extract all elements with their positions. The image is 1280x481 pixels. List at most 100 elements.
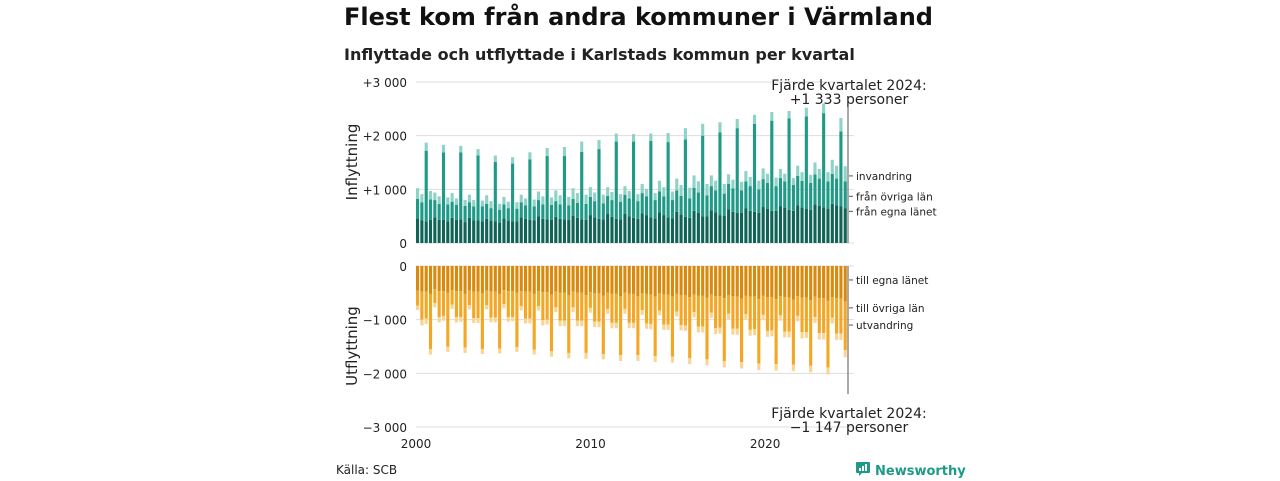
bar-in-other-counties	[813, 174, 817, 205]
bar-in-other-counties	[778, 178, 782, 207]
bar-immigration	[640, 183, 644, 194]
bar-in-own-county	[428, 219, 433, 243]
bar-immigration	[450, 193, 454, 202]
bar-in-own-county	[480, 221, 484, 243]
bar-out-own-county	[765, 266, 770, 298]
bar-out-other-counties	[428, 293, 433, 350]
bar-immigration	[791, 178, 795, 186]
bar-immigration	[601, 194, 605, 204]
bar-out-own-county	[467, 266, 471, 291]
bar-immigration	[800, 172, 804, 181]
annotations: Fjärde kvartalet 2024:+1 333 personerFjä…	[771, 78, 927, 436]
bar-out-other-counties	[644, 293, 649, 324]
bottom-y-tick-label: −2 000	[363, 367, 407, 381]
bar-out-own-county	[601, 266, 605, 296]
bar-out-own-county	[632, 266, 636, 294]
bar-emigration	[498, 348, 502, 354]
bar-emigration	[662, 324, 666, 330]
bar-in-own-county	[541, 218, 545, 243]
bar-in-other-counties	[536, 200, 541, 217]
bar-emigration	[835, 333, 839, 341]
bar-immigration	[705, 183, 709, 196]
bar-in-own-county	[416, 218, 420, 243]
bar-out-other-counties	[545, 292, 549, 320]
bar-emigration	[778, 315, 782, 321]
bar-in-own-county	[761, 207, 765, 243]
bar-out-own-county	[472, 266, 476, 292]
bar-out-other-counties	[791, 299, 795, 365]
bar-in-other-counties	[770, 120, 774, 211]
bar-in-own-county	[809, 209, 813, 243]
bar-immigration	[541, 196, 545, 205]
bar-emigration	[524, 318, 528, 324]
bar-out-other-counties	[804, 297, 808, 333]
bar-out-own-county	[813, 266, 817, 297]
bar-immigration	[757, 180, 761, 190]
bar-in-other-counties	[502, 204, 506, 219]
bar-out-own-county	[519, 266, 523, 292]
bar-in-own-county	[722, 215, 726, 243]
bar-in-own-county	[489, 221, 493, 243]
bar-in-own-county	[770, 210, 774, 243]
bar-out-other-counties	[822, 298, 826, 334]
bar-in-own-county	[610, 216, 614, 243]
bar-in-own-county	[679, 214, 683, 243]
bar-out-other-counties	[459, 291, 463, 317]
bar-emigration	[813, 316, 817, 323]
bar-in-other-counties	[584, 203, 588, 220]
bar-immigration	[688, 187, 692, 199]
bar-emigration	[666, 324, 670, 330]
bar-in-own-county	[830, 203, 834, 243]
bar-out-own-county	[511, 266, 515, 292]
bar-out-own-county	[593, 266, 597, 294]
bar-emigration	[765, 330, 770, 337]
bar-out-other-counties	[524, 291, 528, 319]
bar-immigration	[830, 159, 834, 174]
bar-in-own-county	[493, 221, 497, 243]
bar-out-own-county	[606, 266, 610, 293]
bar-in-other-counties	[545, 156, 549, 220]
bar-out-other-counties	[796, 296, 800, 316]
bar-immigration	[683, 128, 687, 140]
bar-in-other-counties	[459, 152, 463, 220]
bar-in-own-county	[459, 219, 463, 243]
bar-in-other-counties	[761, 179, 765, 208]
bar-out-own-county	[450, 266, 454, 291]
bar-immigration	[428, 190, 433, 200]
bar-emigration	[623, 308, 627, 314]
bar-out-other-counties	[679, 294, 683, 326]
bar-immigration	[493, 155, 497, 162]
bar-emigration	[761, 314, 765, 321]
bar-out-own-county	[416, 266, 420, 291]
bar-out-other-counties	[554, 291, 558, 308]
bar-emigration	[502, 304, 506, 309]
bar-emigration	[511, 316, 515, 322]
bar-in-other-counties	[506, 208, 510, 221]
bar-out-own-county	[787, 266, 791, 298]
bar-emigration	[433, 303, 437, 308]
bar-out-own-county	[692, 266, 696, 295]
bar-out-own-county	[524, 266, 528, 292]
bar-out-other-counties	[632, 293, 636, 323]
bar-in-other-counties	[843, 181, 847, 209]
bar-emigration	[644, 323, 649, 329]
bar-in-other-counties	[601, 203, 605, 220]
bar-out-own-county	[627, 266, 631, 294]
bar-immigration	[778, 168, 782, 179]
bar-immigration	[649, 133, 653, 142]
bar-out-own-county	[774, 266, 778, 300]
bar-out-own-county	[549, 266, 554, 295]
bar-out-other-counties	[558, 292, 562, 321]
axis-labels: 0 +1 000 +2 000 +3 000 0 −1 000 −2 000 −3 000 In…	[343, 76, 780, 451]
bar-in-other-counties	[567, 205, 571, 220]
bar-emigration	[735, 328, 739, 335]
bar-in-own-county	[558, 218, 562, 243]
bar-out-other-counties	[770, 297, 774, 331]
bar-emigration	[752, 329, 757, 336]
newsworthy-logo[interactable]: Newsworthy	[855, 461, 966, 481]
bar-out-own-county	[796, 266, 800, 297]
outflow-legend-label: till övriga län	[856, 303, 925, 315]
bar-out-own-county	[770, 266, 774, 298]
bar-out-own-county	[640, 266, 644, 294]
bar-in-other-counties	[722, 193, 726, 216]
